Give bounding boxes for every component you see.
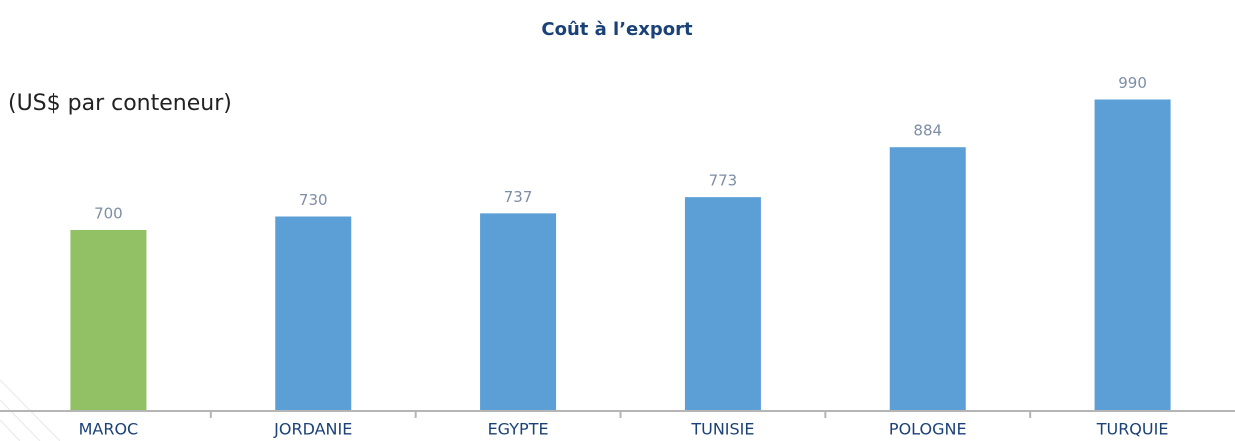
value-label: 990 (1118, 74, 1147, 92)
value-label: 884 (913, 122, 942, 140)
x-tick-label: JORDANIE (273, 420, 352, 439)
x-tick-label: EGYPTE (488, 420, 549, 439)
chart-title: Coût à l’export (541, 19, 693, 40)
value-label: 730 (299, 191, 328, 209)
bar (275, 216, 352, 410)
bar (684, 197, 761, 410)
x-tick-label: TUNISIE (690, 420, 754, 439)
value-label: 737 (504, 188, 533, 206)
x-tick-label: POLOGNE (889, 420, 967, 439)
chart-subtitle: (US$ par conteneur) (8, 91, 232, 116)
value-label: 700 (94, 205, 123, 223)
x-tick-label: MAROC (79, 420, 139, 439)
bar (889, 147, 966, 410)
bar (480, 213, 557, 410)
value-label: 773 (709, 172, 738, 190)
bar (70, 230, 147, 410)
x-tick-label: TURQUIE (1096, 420, 1169, 439)
bar (1094, 99, 1171, 410)
